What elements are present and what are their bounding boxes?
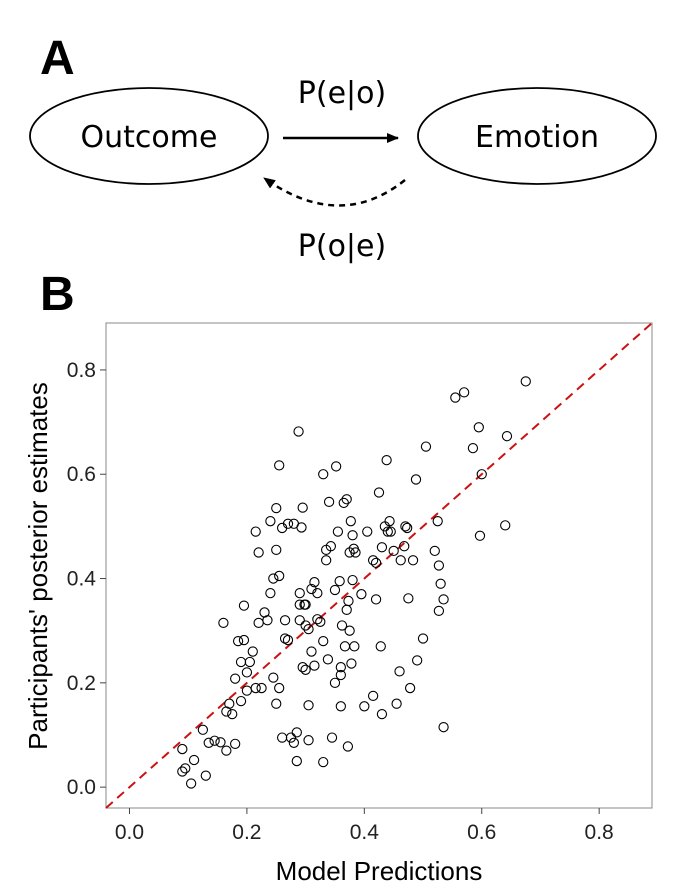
y-axis-title: Participants' posterior estimates xyxy=(23,382,53,750)
x-axis: 0.0 0.2 0.4 0.6 0.8 xyxy=(115,808,614,844)
x-tick-label: 0.8 xyxy=(585,821,614,844)
emotion-node-label: Emotion xyxy=(475,120,599,155)
outcome-node-label: Outcome xyxy=(81,120,218,155)
x-tick-label: 0.0 xyxy=(115,821,144,844)
y-axis: 0.0 0.2 0.4 0.6 0.8 xyxy=(67,359,106,799)
backward-edge-label: P(o|e) xyxy=(298,229,386,264)
panel-a-letter: A xyxy=(40,32,75,85)
backward-arrow xyxy=(264,178,405,206)
y-tick-label: 0.8 xyxy=(67,359,96,382)
x-tick-label: 0.4 xyxy=(350,821,380,844)
y-tick-label: 0.4 xyxy=(67,568,97,591)
x-tick-label: 0.2 xyxy=(232,821,261,844)
forward-edge-label: P(e|o) xyxy=(298,76,386,111)
x-tick-label: 0.6 xyxy=(467,821,496,844)
scatter-chart: 0.0 0.2 0.4 0.6 0.8 0.0 0.2 0.4 0.6 0.8 Model Pr… xyxy=(23,323,652,886)
x-axis-title: Model Predictions xyxy=(276,856,483,886)
y-tick-label: 0.2 xyxy=(67,672,96,695)
panel-b-letter: B xyxy=(40,268,75,321)
y-tick-label: 0.0 xyxy=(67,776,96,799)
y-tick-label: 0.6 xyxy=(67,463,96,486)
